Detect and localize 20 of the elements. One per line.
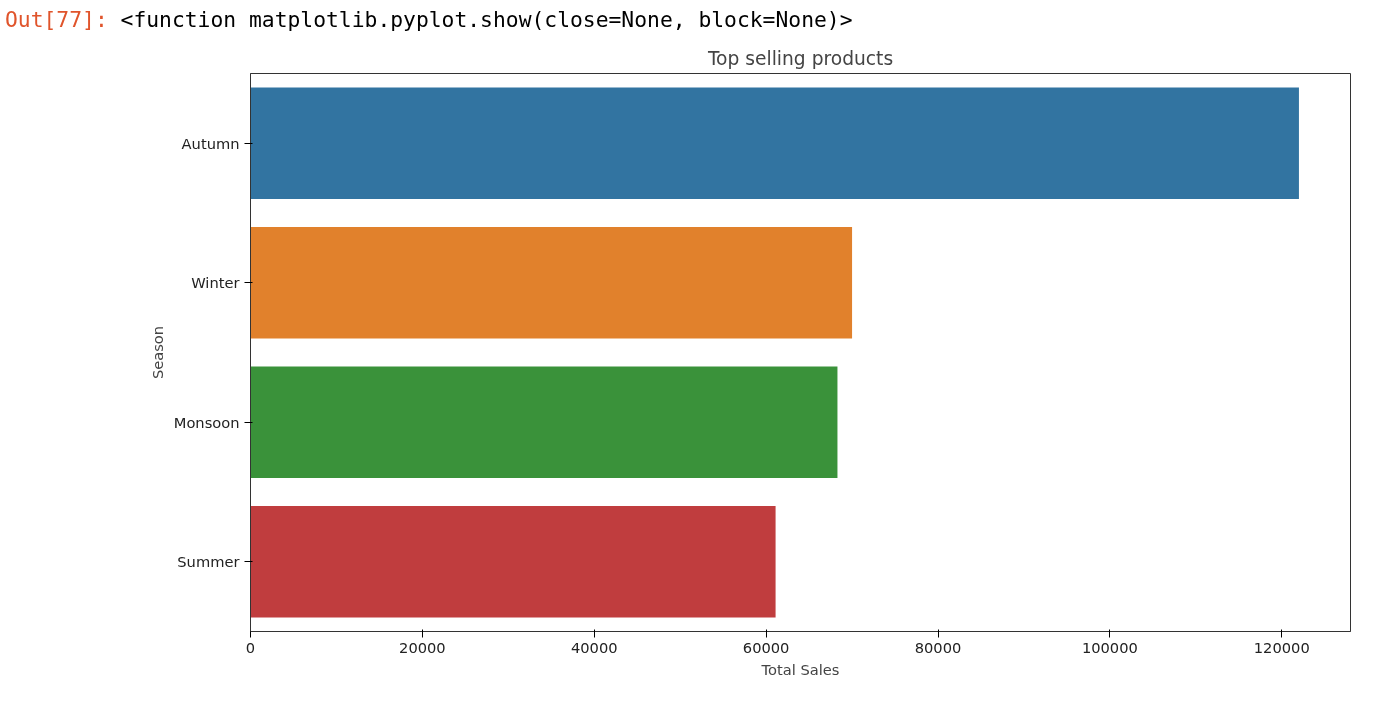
y-tick-label: Autumn — [181, 134, 240, 152]
bar — [250, 87, 1299, 200]
x-axis-title: Total Sales — [760, 660, 840, 678]
bar — [250, 366, 838, 479]
x-tick-label: 80000 — [914, 638, 962, 656]
x-tick-label: 100000 — [1081, 638, 1138, 656]
y-axis-title: Season — [148, 325, 166, 380]
x-tick-label: 60000 — [742, 638, 790, 656]
x-tick-label: 20000 — [399, 638, 446, 656]
chart-title: Top selling products — [706, 47, 894, 69]
x-tick-label: 0 — [245, 638, 256, 656]
y-tick-label: Winter — [191, 274, 241, 292]
x-tick-label: 40000 — [570, 638, 618, 656]
bar — [250, 505, 776, 618]
y-tick-label: Monsoon — [173, 413, 240, 431]
bar — [250, 226, 853, 339]
x-tick-label: 120000 — [1253, 638, 1310, 656]
annotation: <function matplotlib.pyplot.show(close=None, block=None)> — [120, 7, 853, 32]
y-tick-label: Summer — [177, 553, 241, 571]
annotation: Out[77]: — [5, 7, 108, 32]
